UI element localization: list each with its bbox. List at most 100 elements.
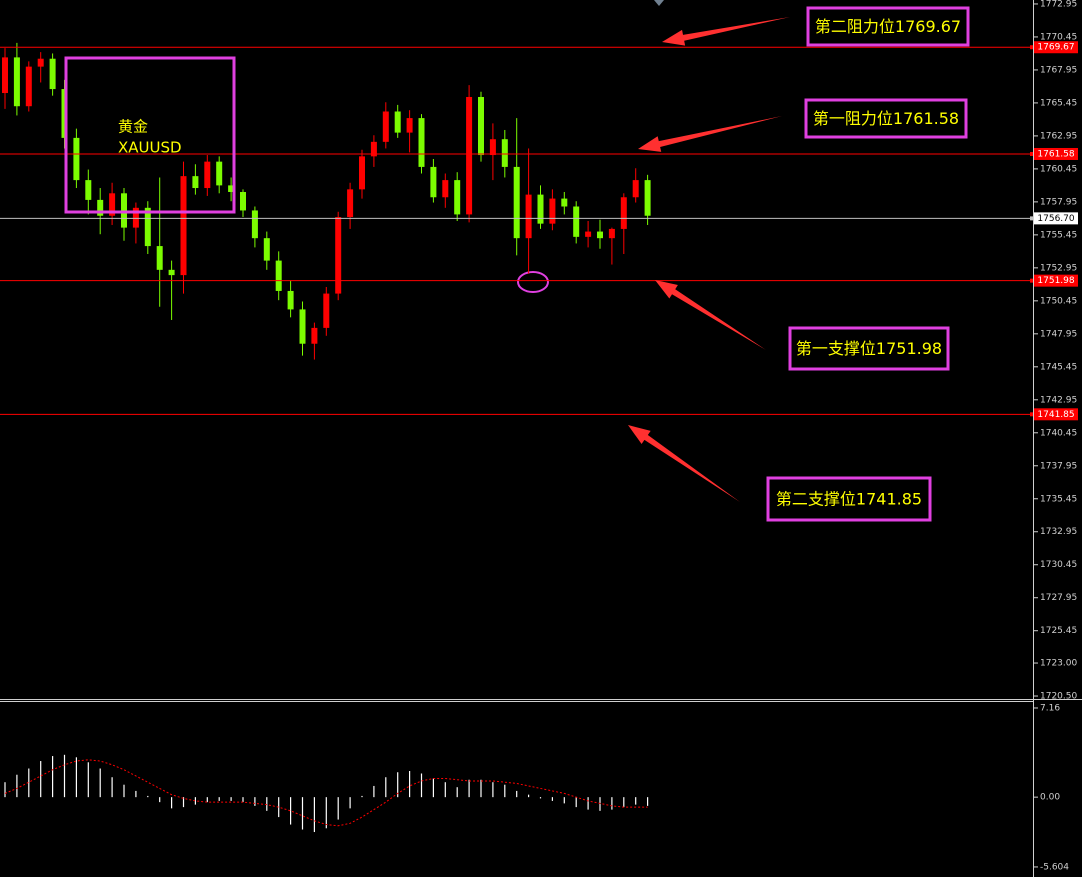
annotation-box [806,6,970,47]
candle-body [620,197,627,229]
candle-body [573,206,580,237]
annotation-box [804,98,968,139]
candle-body [513,166,520,239]
price-tag-dot [1030,216,1033,221]
y-tick-label: 7.16 [1040,703,1060,713]
candle-body [121,193,127,228]
price-tag [1034,41,1078,54]
y-tick-label: 1720.50 [1040,692,1077,702]
y-tick-label: 1727.95 [1040,593,1077,603]
y-tick-label: 1730.45 [1040,560,1077,570]
candle-body [263,238,270,261]
price-tag-label: 1741.85 [1037,410,1074,420]
y-tick-label: 1767.95 [1040,65,1077,75]
candle-body [2,57,8,94]
candle-body [85,180,92,200]
annotation-box [788,326,950,371]
price-tag-label: 1751.98 [1037,276,1074,286]
candle-body [240,191,246,211]
arrow [628,425,740,502]
y-tick-label: 1760.45 [1040,164,1077,174]
candle-body [442,180,449,198]
y-tick-label: 1732.95 [1040,527,1077,537]
price-tag-label: 1761.58 [1037,149,1074,159]
candle-body [287,290,294,310]
candle-body [418,118,425,167]
y-tick-label: 1735.45 [1040,494,1077,504]
annotation-text: 第二支撑位1741.85 [776,490,922,509]
candle-body [382,111,389,142]
candle-body [585,231,592,237]
candle-body [73,137,80,181]
price-tag [1034,408,1078,421]
candle-body [228,185,235,192]
candle-body [359,156,365,190]
y-tick-label: 1770.45 [1040,32,1077,42]
y-tick-label: 1742.95 [1040,395,1077,405]
candle-body [597,231,603,239]
annotation-text: 第一支撑位1751.98 [796,339,942,358]
price-tag [1034,147,1078,160]
y-tick-label: 1762.95 [1040,131,1077,141]
y-tick-label: 1747.95 [1040,329,1077,339]
candle-body [156,246,163,270]
candle-body [180,176,187,276]
candle-body [335,217,342,294]
candle-body [501,139,508,167]
candle-body [489,139,496,156]
candle-body [25,66,32,107]
candle-body [192,176,199,189]
price-tag-dot [1030,412,1033,417]
y-tick-label: 1740.45 [1040,428,1077,438]
candle-body [97,199,104,216]
candle-body [251,210,258,239]
candle-body [608,228,615,239]
y-tick-label: 0.00 [1040,793,1060,803]
candle-body [204,161,211,189]
candle-body [13,57,20,107]
candle-body [632,180,639,198]
candle-body [525,194,532,239]
candle-body [454,180,461,215]
candle-body [37,58,44,67]
y-tick-label: 1755.45 [1040,230,1077,240]
annotation-text: 第一阻力位1761.58 [813,109,959,128]
arrow [662,17,790,46]
candle-body [144,207,151,247]
symbol-text: 黄金 [118,118,148,136]
y-tick-label: 1752.95 [1040,263,1077,273]
annotation-text: 第二阻力位1769.67 [815,17,961,36]
price-tag-label: 1769.67 [1037,43,1074,53]
symbol-text: XAUUSD [118,139,182,157]
candle-body [466,96,473,215]
y-tick-label: 1750.45 [1040,296,1077,306]
price-tag [1034,212,1078,225]
candle-body [644,180,651,216]
candle-body [478,96,484,156]
candle-body [347,189,354,218]
y-tick-label: 1723.00 [1040,659,1077,669]
candle-body [49,58,56,90]
price-tag-label: 1756.70 [1037,214,1074,224]
candle-body [311,327,318,344]
candle-body [109,193,116,216]
price-tag-dot [1030,151,1033,156]
signal-line [4,759,648,827]
candle-body [216,161,223,186]
candle-body [430,166,437,198]
shift-marker [654,0,664,6]
price-tag-dot [1030,278,1033,283]
candle-body [561,198,568,207]
candle-body [275,260,282,291]
price-tag [1034,274,1078,287]
symbol-box [64,56,236,214]
candle-body [406,118,413,133]
arrow [655,280,766,350]
highlight-circle [517,271,549,293]
y-tick-label: 1737.95 [1040,461,1077,471]
y-tick-label: -5.604 [1040,862,1069,872]
price-tag-dot [1030,45,1033,50]
